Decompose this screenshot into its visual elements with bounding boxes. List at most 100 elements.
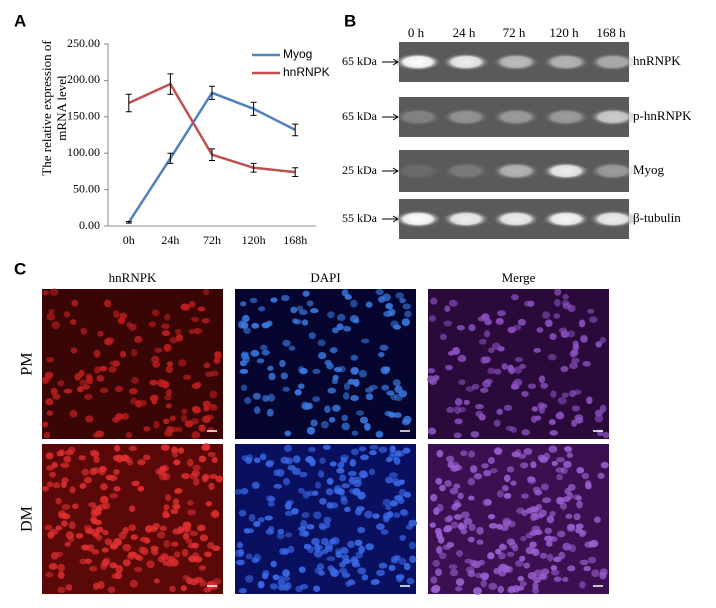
cell-nucleus: [308, 332, 317, 340]
cell-nucleus: [317, 339, 326, 347]
cell-nucleus: [100, 483, 108, 491]
cell-nucleus: [157, 531, 166, 539]
cell-nucleus: [101, 547, 109, 553]
cell-nucleus: [531, 586, 540, 594]
cell-nucleus: [99, 387, 109, 394]
cell-nucleus: [240, 488, 249, 495]
cell-nucleus: [311, 537, 320, 546]
cell-nucleus: [300, 520, 308, 529]
blot-band: [442, 210, 490, 228]
cell-nucleus: [333, 366, 343, 373]
panel-letter: C: [14, 259, 26, 278]
cell-nucleus: [282, 386, 290, 392]
cell-nucleus: [160, 444, 170, 451]
cell-nucleus: [341, 572, 351, 578]
cell-nucleus: [531, 525, 541, 532]
cell-nucleus: [547, 553, 554, 562]
cell-nucleus: [568, 544, 576, 553]
cell-nucleus: [103, 338, 111, 346]
cell-nucleus: [527, 300, 535, 307]
cell-nucleus: [211, 509, 219, 518]
cell-nucleus: [52, 393, 61, 400]
cell-nucleus: [444, 516, 452, 523]
cell-nucleus: [594, 409, 603, 417]
cell-nucleus: [575, 417, 583, 424]
blot-band: [589, 53, 637, 71]
cell-nucleus: [347, 378, 356, 385]
cell-nucleus: [454, 418, 463, 425]
cell-nucleus: [273, 483, 283, 489]
cell-nucleus: [109, 360, 116, 366]
cell-nucleus: [455, 586, 463, 592]
blot-band: [394, 210, 442, 228]
cell-nucleus: [463, 517, 473, 526]
cell-nucleus: [548, 419, 556, 426]
cell-nucleus: [390, 477, 400, 484]
cell-nucleus: [436, 546, 443, 555]
cell-nucleus: [268, 496, 276, 503]
cell-nucleus: [384, 410, 393, 417]
cell-nucleus: [470, 431, 480, 438]
cell-nucleus: [198, 455, 207, 463]
error-bar: [125, 93, 132, 113]
cell-nucleus: [113, 310, 120, 319]
cell-nucleus: [259, 453, 267, 461]
cell-nucleus: [131, 480, 140, 487]
cell-nucleus: [352, 476, 362, 484]
cell-nucleus: [382, 293, 391, 302]
y-axis-label: The relative expression of: [39, 40, 54, 176]
cell-nucleus: [361, 574, 369, 581]
cell-nucleus: [172, 503, 181, 510]
cell-nucleus: [251, 481, 260, 489]
cell-nucleus: [566, 525, 576, 532]
cell-nucleus: [404, 310, 412, 318]
cell-nucleus: [467, 536, 475, 543]
cell-nucleus: [468, 450, 475, 458]
blot-band: [542, 162, 590, 180]
cell-nucleus: [372, 513, 380, 519]
cell-nucleus: [354, 539, 363, 547]
cell-nucleus: [243, 327, 251, 334]
cell-nucleus: [429, 522, 436, 528]
cell-nucleus: [203, 587, 212, 593]
blot-band: [542, 53, 590, 71]
cell-nucleus: [588, 540, 596, 548]
cell-nucleus: [443, 525, 453, 532]
cell-nucleus: [467, 477, 476, 486]
cell-nucleus: [481, 313, 490, 321]
cell-nucleus: [336, 467, 345, 474]
cell-nucleus: [591, 569, 600, 578]
cell-nucleus: [567, 330, 576, 338]
size-marker: 65 kDa: [342, 109, 378, 123]
cell-nucleus: [527, 383, 537, 389]
cell-nucleus: [501, 363, 508, 370]
cell-nucleus: [48, 308, 55, 315]
western-blot: 0 h 24 h 72 h 120 h 168 h 65 kDa hnRNPK 65 kDa p…: [342, 25, 692, 239]
cell-nucleus: [341, 483, 351, 489]
cell-nucleus: [427, 427, 437, 435]
cell-nucleus: [72, 503, 79, 510]
cell-nucleus: [241, 351, 249, 357]
cell-nucleus: [465, 566, 475, 574]
cell-nucleus: [170, 541, 179, 547]
cell-nucleus: [480, 387, 489, 393]
error-bar: [250, 162, 257, 173]
cell-nucleus: [562, 577, 569, 583]
cell-nucleus: [587, 308, 595, 314]
cell-nucleus: [479, 338, 487, 345]
lane-label: 72 h: [503, 25, 526, 40]
cell-nucleus: [93, 519, 102, 526]
cell-nucleus: [520, 493, 529, 499]
cell-nucleus: [480, 572, 490, 581]
cell-nucleus: [292, 455, 301, 464]
cell-nucleus: [569, 350, 577, 358]
cell-nucleus: [191, 383, 201, 389]
cell-nucleus: [205, 371, 214, 378]
cell-nucleus: [449, 487, 459, 495]
cell-nucleus: [378, 562, 388, 569]
cell-nucleus: [594, 415, 604, 423]
cell-nucleus: [550, 565, 558, 571]
cell-nucleus: [564, 487, 571, 495]
cell-nucleus: [549, 430, 558, 436]
